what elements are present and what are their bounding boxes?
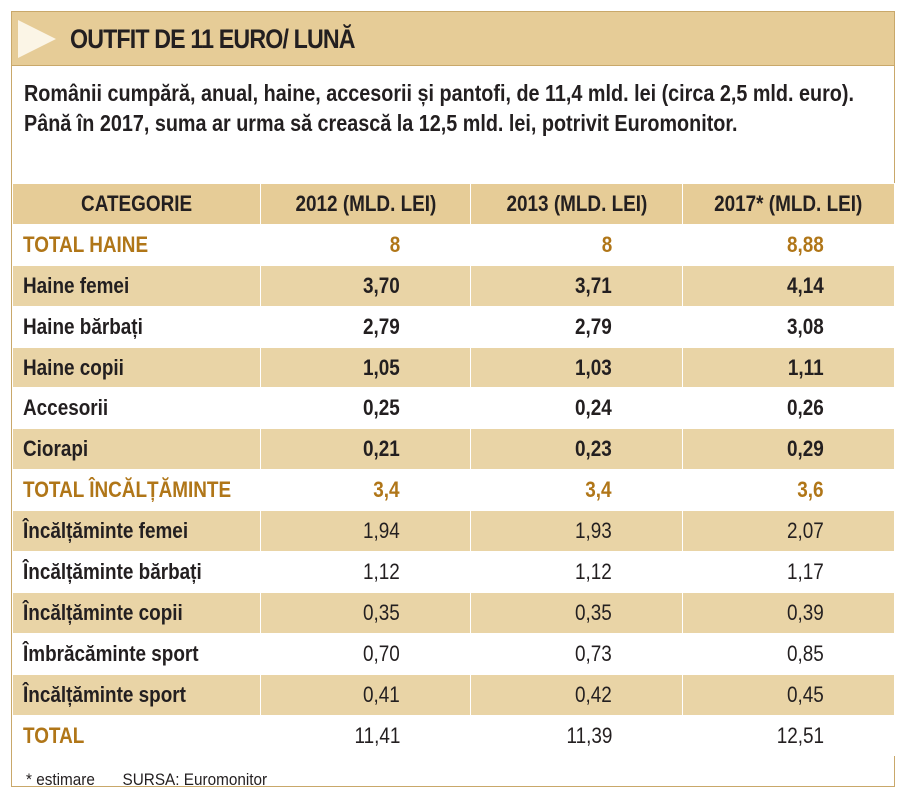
value-cell: 3,70 (260, 264, 471, 307)
row-label: Îmbrăcăminte sport (12, 632, 261, 675)
data-table: CATEGORIE 2012 (MLD. LEI) 2013 (MLD. LEI… (12, 183, 895, 757)
value-cell: 11,41 (260, 714, 471, 757)
column-header: 2017* (MLD. LEI) (682, 183, 895, 225)
table-row: Încălțăminte femei 1,94 1,93 2,07 (12, 510, 895, 553)
infobox: OUTFIT DE 11 EURO/ LUNĂ Românii cumpără,… (11, 11, 895, 790)
row-label: Haine femei (12, 264, 261, 307)
table-row: Accesorii 0,25 0,24 0,26 (12, 387, 895, 430)
value-cell: 1,17 (682, 551, 895, 593)
row-label: Ciorapi (12, 428, 261, 471)
value-cell: 1,93 (470, 510, 683, 553)
row-label: TOTAL (12, 714, 261, 757)
table-row: TOTAL HAINE 8 8 8,88 (12, 223, 895, 266)
table-row: Încălțăminte sport 0,41 0,42 0,45 (12, 673, 895, 716)
value-cell: 0,73 (470, 632, 683, 675)
row-label: Încălțăminte copii (12, 591, 261, 634)
value-cell: 1,94 (260, 510, 471, 553)
value-cell: 1,11 (682, 346, 895, 389)
table-row: TOTAL ÎNCĂLȚĂMINTE 3,4 3,4 3,6 (12, 469, 895, 512)
value-cell: 3,4 (260, 469, 471, 512)
value-cell: 4,14 (682, 264, 895, 307)
value-cell: 2,07 (682, 510, 895, 553)
value-cell: 8 (470, 223, 683, 266)
estimate-note: * estimare (26, 770, 95, 789)
value-cell: 0,29 (682, 428, 895, 471)
value-cell: 1,12 (260, 551, 471, 593)
value-cell: 1,03 (470, 346, 683, 389)
intro-paragraph: Românii cumpără, anual, haine, accesorii… (24, 80, 854, 136)
column-header: 2012 (MLD. LEI) (260, 183, 471, 225)
table-header-row: CATEGORIE 2012 (MLD. LEI) 2013 (MLD. LEI… (12, 183, 895, 225)
value-cell: 8,88 (682, 223, 895, 266)
footnote: * estimare SURSA: Euromonitor (26, 770, 267, 790)
value-cell: 3,4 (470, 469, 683, 512)
value-cell: 0,45 (682, 673, 895, 716)
value-cell: 2,79 (260, 305, 471, 348)
column-header: 2013 (MLD. LEI) (470, 183, 683, 225)
value-cell: 3,08 (682, 305, 895, 348)
value-cell: 1,05 (260, 346, 471, 389)
value-cell: 2,79 (470, 305, 683, 348)
arrow-icon (18, 20, 56, 58)
row-label: Încălțăminte femei (12, 510, 261, 553)
row-label: Haine copii (12, 346, 261, 389)
table-row: Haine bărbați 2,79 2,79 3,08 (12, 305, 895, 348)
table-row: TOTAL 11,41 11,39 12,51 (12, 714, 895, 757)
value-cell: 0,21 (260, 428, 471, 471)
row-label: TOTAL HAINE (12, 223, 261, 266)
row-label: Încălțăminte bărbați (12, 551, 261, 593)
table-row: Încălțăminte copii 0,35 0,35 0,39 (12, 591, 895, 634)
value-cell: 8 (260, 223, 471, 266)
value-cell: 3,71 (470, 264, 683, 307)
value-cell: 0,24 (470, 387, 683, 430)
table-row: Încălțăminte bărbați 1,12 1,12 1,17 (12, 551, 895, 593)
data-table-wrapper: CATEGORIE 2012 (MLD. LEI) 2013 (MLD. LEI… (12, 183, 895, 757)
value-cell: 1,12 (470, 551, 683, 593)
footer (12, 762, 894, 786)
column-header: CATEGORIE (12, 183, 261, 225)
table-row: Îmbrăcăminte sport 0,70 0,73 0,85 (12, 632, 895, 675)
table-row: Haine copii 1,05 1,03 1,11 (12, 346, 895, 389)
title-bar: OUTFIT DE 11 EURO/ LUNĂ (12, 12, 894, 66)
row-label: Accesorii (12, 387, 261, 430)
value-cell: 0,26 (682, 387, 895, 430)
box-title: OUTFIT DE 11 EURO/ LUNĂ (70, 24, 356, 54)
source-note: SURSA: Euromonitor (122, 770, 268, 789)
table-row: Haine femei 3,70 3,71 4,14 (12, 264, 895, 307)
value-cell: 11,39 (470, 714, 683, 757)
value-cell: 0,23 (470, 428, 683, 471)
value-cell: 0,42 (470, 673, 683, 716)
value-cell: 0,70 (260, 632, 471, 675)
value-cell: 12,51 (682, 714, 895, 757)
row-label: Încălțăminte sport (12, 673, 261, 716)
value-cell: 0,25 (260, 387, 471, 430)
value-cell: 0,35 (260, 591, 471, 634)
table-row: Ciorapi 0,21 0,23 0,29 (12, 428, 895, 471)
value-cell: 3,6 (682, 469, 895, 512)
value-cell: 0,35 (470, 591, 683, 634)
row-label: TOTAL ÎNCĂLȚĂMINTE (12, 469, 261, 512)
value-cell: 0,39 (682, 591, 895, 634)
row-label: Haine bărbați (12, 305, 261, 348)
value-cell: 0,41 (260, 673, 471, 716)
value-cell: 0,85 (682, 632, 895, 675)
